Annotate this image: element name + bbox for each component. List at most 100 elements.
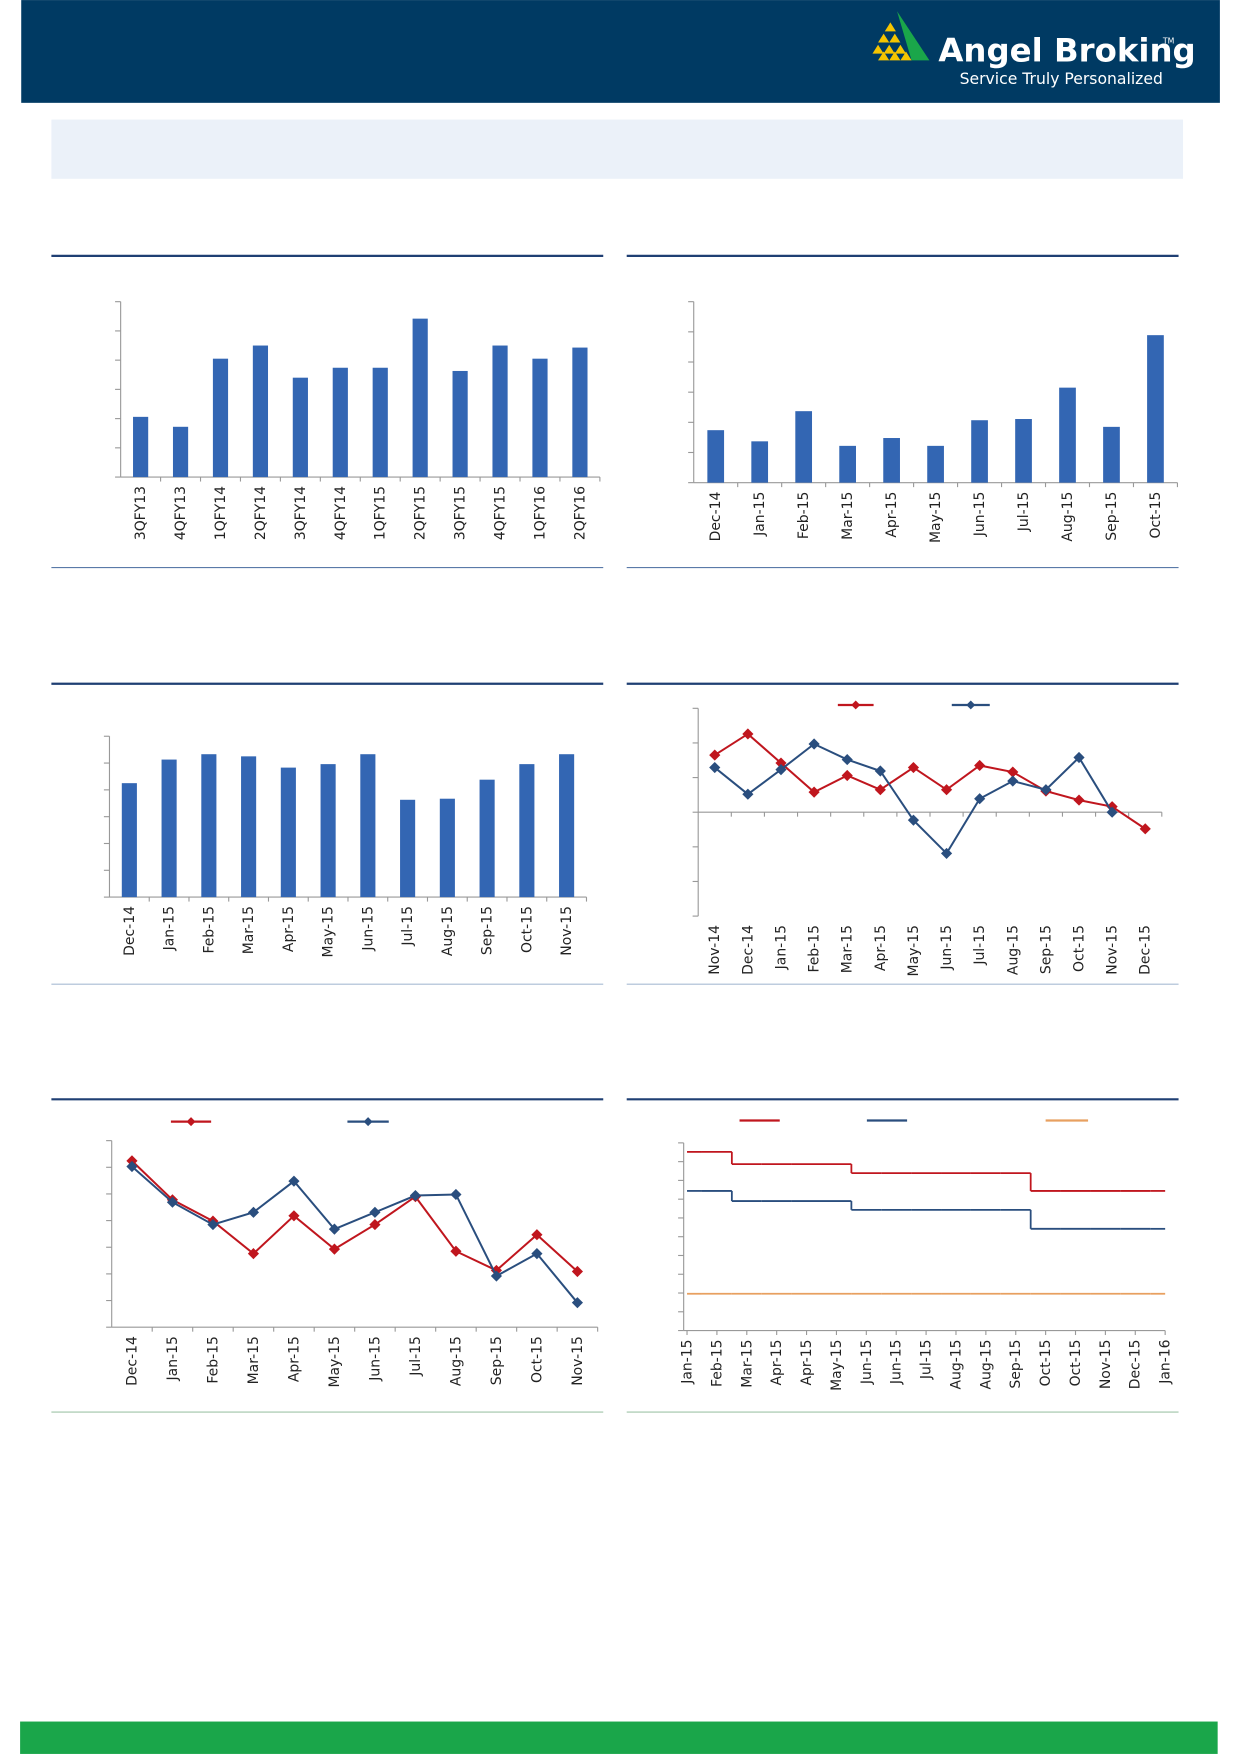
x-tick-label: Apr-15 — [769, 1339, 785, 1385]
bar — [280, 767, 296, 898]
point-marker — [974, 759, 986, 772]
bar — [839, 445, 856, 483]
series-line — [714, 742, 1113, 856]
x-tick-label: 3QFY14 — [293, 486, 309, 540]
point-marker — [531, 1229, 543, 1241]
x-tick-label: May-15 — [321, 906, 337, 957]
x-tick-label: Jul-15 — [400, 906, 416, 947]
bar — [292, 377, 308, 478]
x-tick-label: 2QFY14 — [253, 486, 269, 540]
x-tick-label: Jul-15 — [1016, 492, 1032, 533]
x-tick-label: 1QFY14 — [213, 486, 229, 540]
point-marker — [409, 1189, 422, 1202]
bar — [412, 318, 428, 478]
series-line — [131, 1160, 579, 1273]
bar — [1103, 426, 1120, 483]
bar — [121, 783, 137, 898]
bar — [161, 759, 177, 898]
point-marker — [1007, 775, 1019, 787]
bar — [201, 754, 217, 898]
header-band — [21, 0, 1220, 103]
point-marker — [1139, 823, 1151, 835]
x-tick-label: Nov-15 — [570, 1336, 586, 1386]
bar — [707, 430, 725, 483]
x-tick-label: Apr-15 — [884, 492, 900, 538]
point-marker — [841, 769, 853, 782]
footer-band — [20, 1721, 1218, 1754]
x-tick-label: Jan-15 — [679, 1339, 695, 1384]
point-marker — [1007, 766, 1019, 778]
x-tick-label: Dec-15 — [1128, 1339, 1144, 1389]
point-marker — [450, 1188, 462, 1201]
x-tick-label: Nov-15 — [559, 906, 575, 956]
point-marker — [328, 1243, 341, 1255]
bar — [372, 367, 388, 478]
x-tick-label: Jun-15 — [360, 906, 376, 952]
bar — [751, 441, 769, 483]
x-tick-label: Nov-14 — [707, 925, 723, 975]
x-tick-label: Apr-15 — [799, 1339, 815, 1385]
bar — [320, 764, 336, 898]
x-tick-label: 2QFY15 — [413, 486, 429, 540]
x-tick-label: Aug-15 — [1060, 492, 1076, 542]
x-tick-label: Nov-15 — [1105, 925, 1121, 975]
x-tick-label: Dec-14 — [708, 491, 724, 541]
x-tick-label: Jul-15 — [972, 925, 988, 966]
point-marker — [874, 765, 886, 777]
trademark: TM — [1162, 37, 1175, 46]
tagline: Service Truly Personalized — [960, 69, 1163, 88]
bar — [795, 411, 813, 483]
x-tick-label: Jan-15 — [165, 1336, 181, 1381]
point-marker — [742, 788, 754, 800]
point-marker — [709, 749, 721, 761]
x-tick-label: Dec-15 — [1138, 925, 1154, 975]
x-tick-label: Mar-15 — [840, 492, 856, 540]
x-tick-label: Jul-15 — [919, 1339, 935, 1380]
x-tick-label: 3QFY15 — [453, 486, 469, 540]
point-marker — [742, 728, 754, 740]
x-tick-label: 4QFY13 — [173, 486, 189, 540]
series-line — [131, 1165, 579, 1304]
x-tick-label: Sep-15 — [480, 906, 496, 955]
bar — [133, 416, 149, 478]
bar — [971, 420, 988, 483]
point-marker — [369, 1206, 381, 1218]
section-rules — [51, 254, 1179, 1413]
bar — [927, 445, 944, 483]
x-tick-label: 2QFY16 — [572, 486, 588, 540]
x-tick-label: Sep-15 — [1104, 492, 1120, 541]
x-tick-label: Dec-14 — [740, 925, 756, 975]
x-tick-label: Oct-15 — [1068, 1339, 1084, 1386]
bar — [492, 345, 508, 478]
x-tick-label: Aug-15 — [948, 1339, 964, 1389]
bar — [360, 754, 376, 898]
bar — [519, 764, 535, 898]
x-tick-label: Mar-15 — [840, 925, 856, 973]
x-tick-label: Jun-15 — [972, 492, 988, 538]
point-marker — [1073, 794, 1085, 806]
x-tick-label: 1QFY15 — [373, 486, 389, 540]
point-marker — [775, 757, 787, 769]
x-tick-label: 4QFY14 — [333, 486, 349, 540]
bar — [532, 358, 548, 478]
x-tick-label: Oct-15 — [1148, 492, 1164, 539]
bar — [572, 347, 588, 478]
x-tick-label: Feb-15 — [807, 925, 823, 973]
point-marker — [940, 847, 953, 860]
x-tick-label: Jan-15 — [162, 906, 178, 951]
x-tick-label: Aug-15 — [1005, 925, 1021, 975]
x-tick-label: Sep-15 — [1038, 925, 1054, 974]
bar — [1015, 419, 1032, 483]
x-tick-label: Oct-15 — [1038, 1339, 1054, 1386]
x-tick-label: Feb-15 — [796, 492, 812, 540]
bar — [172, 426, 189, 478]
point-marker — [808, 786, 820, 798]
point-marker — [531, 1248, 543, 1260]
bar — [883, 438, 900, 483]
bar — [559, 754, 575, 898]
x-tick-label: May-15 — [928, 492, 944, 543]
x-tick-label: Jun-15 — [939, 925, 955, 971]
x-tick-label: Jan-15 — [752, 492, 768, 537]
